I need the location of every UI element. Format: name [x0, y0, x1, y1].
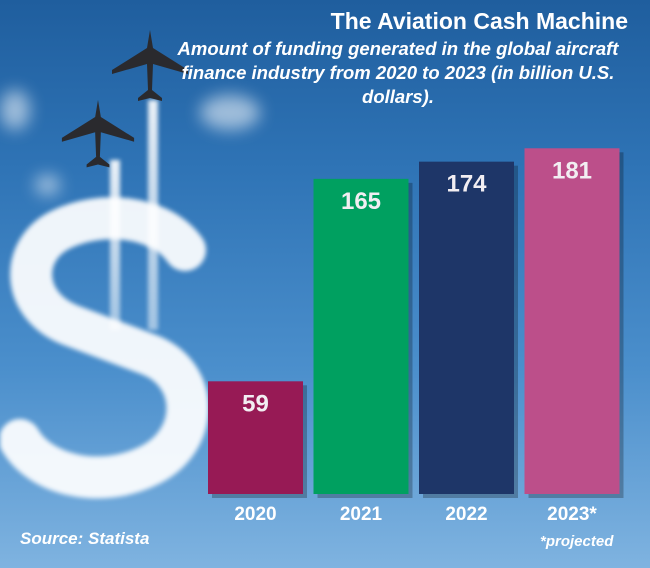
bar-2023* [524, 148, 620, 495]
cloud [200, 95, 260, 130]
category-label: 2023* [547, 504, 597, 525]
data-label: 165 [341, 188, 381, 215]
cloud [0, 90, 30, 130]
bar-2021 [313, 178, 409, 494]
data-label: 59 [242, 390, 269, 417]
airplane-icon [61, 99, 135, 168]
chart-subtitle: Amount of funding generated in the globa… [177, 38, 619, 107]
category-label: 2020 [234, 504, 276, 525]
airplane-icon [112, 30, 188, 101]
contrail [110, 160, 120, 330]
bar-2020 [208, 381, 303, 494]
bar-2022 [419, 161, 514, 494]
cloud-dollar-sign [0, 197, 209, 499]
category-label: 2021 [340, 504, 383, 525]
source-note: Source: Statista [20, 529, 150, 548]
projected-note: *projected [540, 533, 614, 550]
category-label: 2022 [445, 504, 487, 525]
chart-title: The Aviation Cash Machine [330, 8, 628, 34]
data-label: 174 [446, 171, 487, 198]
cloud [35, 175, 60, 195]
data-label: 181 [552, 157, 592, 184]
